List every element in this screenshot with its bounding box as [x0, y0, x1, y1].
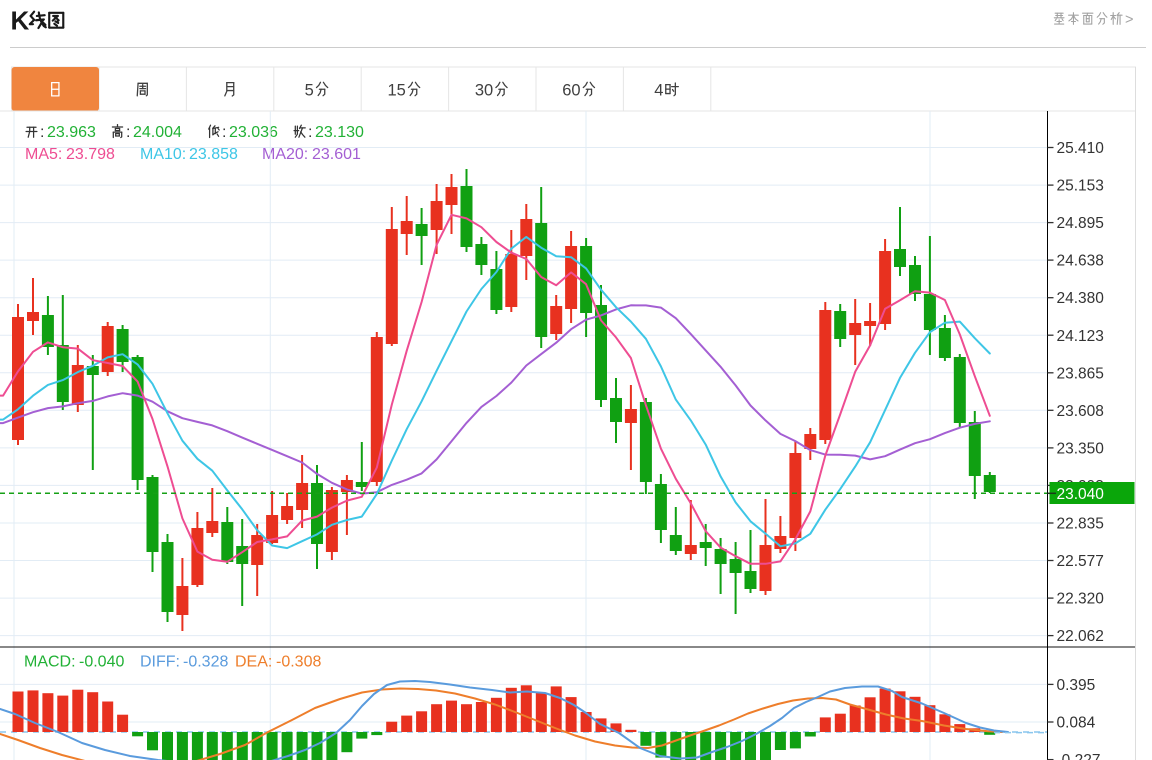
svg-text:24.380: 24.380 — [1057, 290, 1105, 307]
svg-text:MA5:: MA5: — [25, 146, 62, 163]
svg-text:K: K — [11, 6, 30, 36]
svg-text:22.062: 22.062 — [1057, 628, 1104, 645]
svg-text:>: > — [1125, 12, 1133, 28]
svg-text:23.601: 23.601 — [312, 146, 361, 163]
svg-text:23.130: 23.130 — [315, 124, 364, 141]
svg-text:23.036: 23.036 — [229, 124, 278, 141]
svg-text:60: 60 — [562, 82, 580, 100]
svg-text:22.577: 22.577 — [1057, 553, 1104, 570]
svg-text:23.858: 23.858 — [189, 146, 238, 163]
svg-text:MA10:: MA10: — [140, 146, 186, 163]
svg-text:23.350: 23.350 — [1057, 440, 1105, 457]
svg-text:0.084: 0.084 — [1057, 715, 1096, 732]
svg-text:-0.308: -0.308 — [276, 654, 321, 671]
svg-text:30: 30 — [475, 82, 493, 100]
svg-text:-0.040: -0.040 — [79, 654, 124, 671]
svg-text:-0.328: -0.328 — [183, 654, 228, 671]
svg-text:4: 4 — [654, 82, 663, 100]
svg-text:22.320: 22.320 — [1057, 591, 1105, 608]
svg-text:23.040: 23.040 — [1057, 486, 1105, 503]
svg-text:24.004: 24.004 — [133, 124, 182, 141]
svg-text:24.638: 24.638 — [1057, 253, 1104, 270]
svg-text:DEA:: DEA: — [235, 654, 272, 671]
svg-text:DIFF:: DIFF: — [140, 654, 180, 671]
svg-text:24.895: 24.895 — [1057, 215, 1104, 232]
svg-text:25.153: 25.153 — [1057, 178, 1104, 195]
svg-text:23.865: 23.865 — [1057, 365, 1104, 382]
svg-text::: : — [222, 124, 226, 141]
svg-text:MACD:: MACD: — [24, 654, 76, 671]
svg-text:15: 15 — [387, 82, 405, 100]
svg-text:23.608: 23.608 — [1057, 403, 1104, 420]
svg-text:24.123: 24.123 — [1057, 328, 1104, 345]
svg-text:MA20:: MA20: — [262, 146, 308, 163]
svg-text:23.798: 23.798 — [66, 146, 115, 163]
svg-text::: : — [126, 124, 130, 141]
svg-text:0.395: 0.395 — [1057, 677, 1096, 694]
svg-text:22.835: 22.835 — [1057, 516, 1104, 533]
svg-text::: : — [40, 124, 44, 141]
svg-text::: : — [308, 124, 312, 141]
svg-text:25.410: 25.410 — [1057, 140, 1105, 157]
svg-text:-0.227: -0.227 — [1057, 752, 1101, 760]
svg-text:23.963: 23.963 — [47, 124, 96, 141]
svg-text:5: 5 — [305, 82, 314, 100]
